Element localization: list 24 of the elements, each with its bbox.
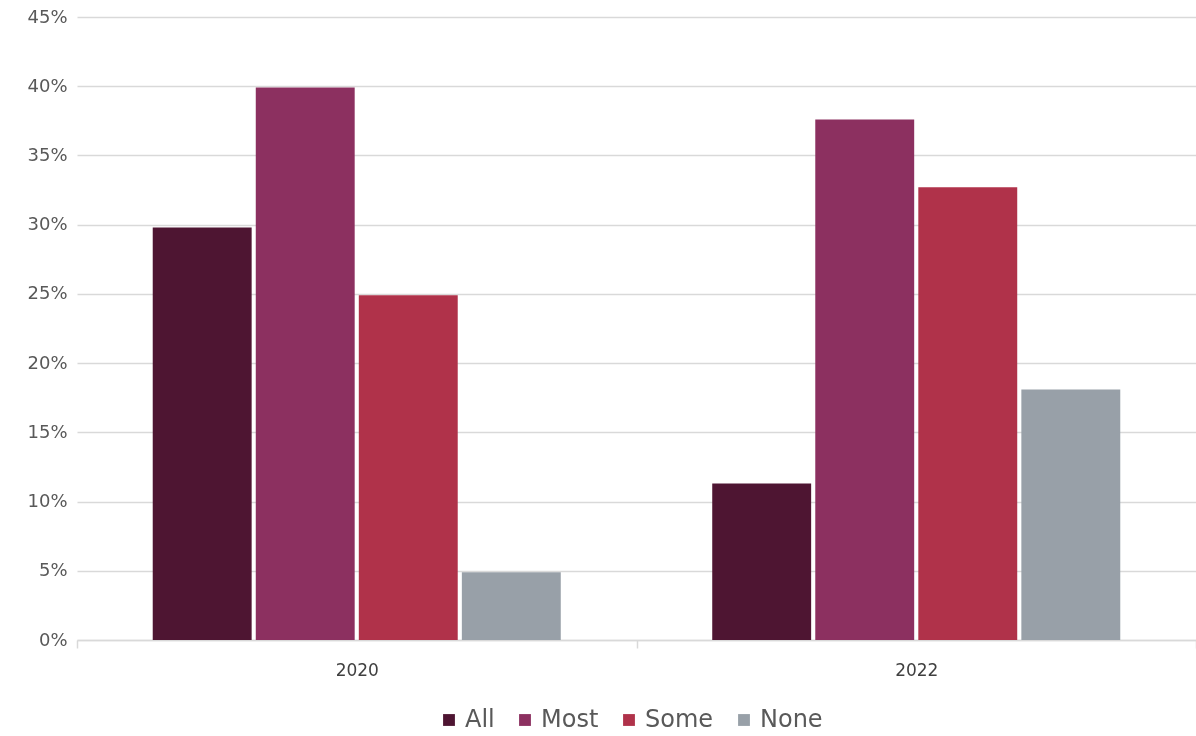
legend-label: Most xyxy=(541,705,599,733)
bar xyxy=(152,227,252,640)
bar xyxy=(712,483,812,640)
y-tick-label: 30% xyxy=(27,213,68,235)
x-tick-label: 2022 xyxy=(895,659,939,680)
bar xyxy=(255,87,355,640)
y-tick-label: 20% xyxy=(27,351,68,373)
bar xyxy=(358,295,458,640)
y-tick-label: 40% xyxy=(27,74,68,96)
y-tick-label: 25% xyxy=(27,282,68,304)
y-tick-label: 45% xyxy=(27,5,68,27)
x-tick-label: 2020 xyxy=(335,659,379,680)
bar xyxy=(918,187,1018,640)
y-tick-label: 5% xyxy=(38,559,68,581)
y-tick-label: 35% xyxy=(27,143,68,165)
bar xyxy=(461,572,561,640)
legend-label: Some xyxy=(645,705,714,733)
legend-label: None xyxy=(760,705,823,733)
y-tick-label: 0% xyxy=(38,628,68,650)
legend-label: All xyxy=(465,705,495,733)
y-tick-label: 15% xyxy=(27,420,68,442)
y-tick-label: 10% xyxy=(27,490,68,512)
bar xyxy=(1021,389,1121,640)
bar xyxy=(815,119,915,640)
